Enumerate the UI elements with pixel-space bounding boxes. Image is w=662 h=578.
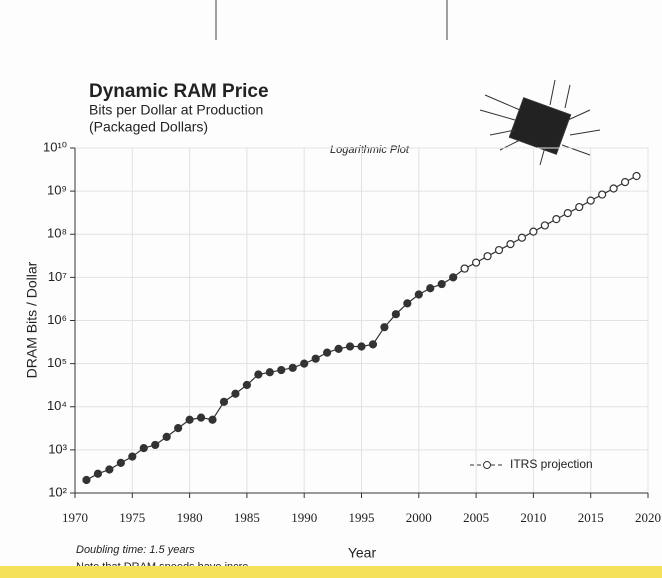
- data-point: [288, 363, 297, 372]
- data-point: [472, 258, 481, 267]
- data-point: [151, 440, 160, 450]
- data-point: [540, 221, 549, 230]
- x-tick-label: 2005: [463, 510, 489, 525]
- x-tick-label: 2015: [578, 510, 604, 525]
- data-point: [529, 227, 538, 236]
- data-point: [494, 245, 504, 255]
- series-line: [464, 175, 637, 270]
- data-point: [426, 284, 435, 293]
- x-tick-label: 1990: [291, 510, 317, 525]
- data-point: [105, 465, 114, 474]
- y-tick-label: 10⁷: [48, 269, 67, 284]
- annotation: Logarithmic Plot: [330, 144, 410, 156]
- x-tick-label: 2020: [635, 510, 661, 525]
- x-tick-label: 2000: [406, 510, 432, 525]
- data-point: [242, 380, 251, 390]
- data-point: [185, 415, 194, 424]
- data-point: [162, 432, 171, 441]
- data-point: [460, 264, 469, 273]
- data-point: [345, 342, 355, 351]
- data-point: [323, 348, 332, 357]
- data-point: [219, 397, 229, 406]
- x-tick-label: 1985: [234, 510, 260, 525]
- chart-subtitle: (Packaged Dollars): [89, 119, 208, 135]
- data-point: [174, 423, 183, 433]
- data-point: [277, 365, 286, 375]
- y-axis-label: DRAM Bits / Dollar: [24, 261, 40, 378]
- data-point: [609, 184, 618, 193]
- data-point: [128, 452, 137, 461]
- data-point: [357, 342, 366, 351]
- data-point: [254, 370, 263, 379]
- data-point: [449, 273, 458, 282]
- data-point: [300, 359, 309, 368]
- data-point: [139, 443, 148, 453]
- y-tick-label: 10¹⁰: [43, 139, 67, 154]
- data-point: [380, 323, 389, 332]
- data-point: [82, 475, 91, 485]
- data-point: [575, 202, 584, 212]
- data-point: [116, 458, 125, 467]
- chip-illustration: [479, 79, 601, 166]
- y-tick-label: 10²: [48, 484, 67, 499]
- y-tick-label: 10⁶: [47, 312, 67, 327]
- highlight-bar: [0, 566, 662, 578]
- chart-title: Dynamic RAM Price: [89, 81, 269, 102]
- data-point: [506, 240, 515, 249]
- data-point: [231, 389, 240, 398]
- footnote: Doubling time: 1.5 years: [76, 544, 195, 556]
- data-point: [598, 190, 607, 199]
- y-tick-label: 10⁴: [47, 398, 67, 413]
- data-point: [517, 233, 527, 242]
- x-tick-label: 1980: [177, 510, 203, 525]
- data-point: [552, 215, 561, 224]
- data-point: [93, 469, 103, 478]
- data-point: [334, 344, 343, 353]
- data-point: [208, 415, 217, 424]
- x-tick-label: 1970: [62, 510, 88, 525]
- chart-subtitle: Bits per Dollar at Production: [89, 102, 263, 118]
- x-axis-label: Year: [348, 545, 377, 561]
- data-point: [563, 209, 572, 218]
- data-point: [265, 368, 274, 377]
- legend-marker: [483, 461, 491, 469]
- data-point: [368, 340, 378, 349]
- data-point: [437, 279, 446, 289]
- data-point: [391, 310, 400, 319]
- y-tick-label: 10⁵: [47, 355, 67, 370]
- legend-label: ITRS projection: [510, 457, 593, 471]
- data-point: [311, 354, 320, 363]
- y-tick-label: 10⁸: [47, 226, 67, 241]
- x-tick-label: 2010: [520, 510, 546, 525]
- y-tick-label: 10⁹: [47, 183, 67, 198]
- data-point: [620, 177, 630, 187]
- data-point: [483, 252, 492, 261]
- x-tick-label: 1995: [349, 510, 375, 525]
- series-line: [86, 268, 466, 481]
- data-point: [414, 290, 423, 299]
- data-point: [632, 171, 641, 181]
- data-point: [586, 196, 595, 205]
- x-tick-label: 1975: [119, 510, 145, 525]
- data-point: [196, 413, 206, 422]
- data-point: [403, 299, 412, 308]
- y-tick-label: 10³: [48, 441, 67, 456]
